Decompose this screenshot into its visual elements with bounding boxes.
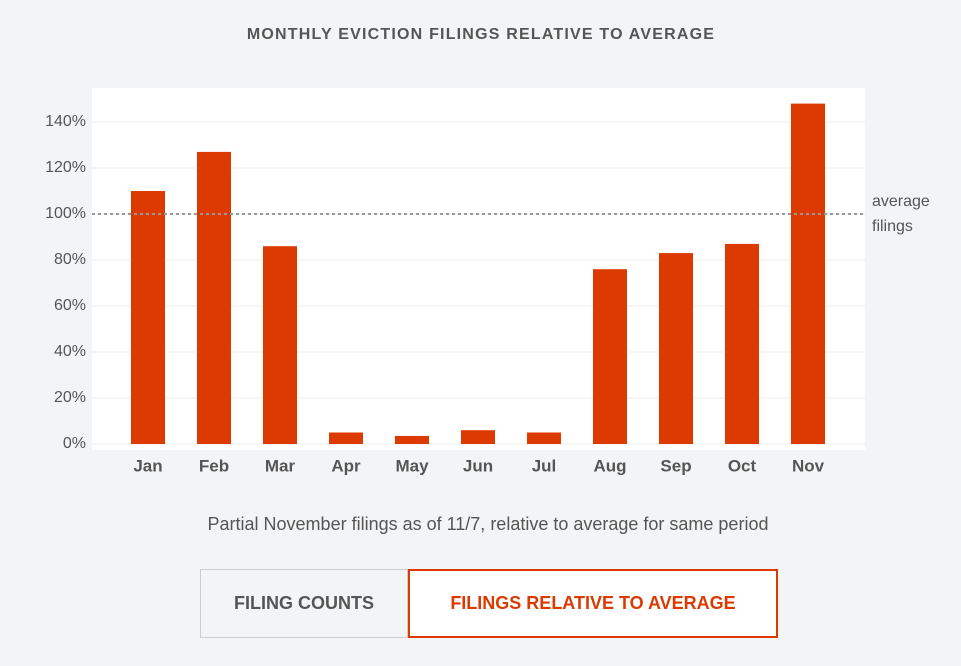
bar: [395, 435, 429, 444]
y-tick-label: 140%: [45, 113, 86, 130]
reference-label: filings: [872, 218, 913, 235]
x-tick-label: Apr: [331, 456, 361, 475]
toggle-button[interactable]: FILING COUNTS: [200, 569, 408, 638]
caption: Partial November filings as of 11/7, rel…: [208, 514, 769, 534]
y-tick-label: 0%: [63, 435, 86, 452]
bar: [659, 253, 693, 444]
y-tick-label: 80%: [54, 251, 86, 268]
x-tick-label: Nov: [792, 456, 825, 475]
bar: [197, 151, 231, 444]
chart: MONTHLY EVICTION FILINGS RELATIVE TO AVE…: [45, 26, 930, 534]
x-tick-label: Sep: [660, 456, 691, 475]
reference-label: average: [872, 193, 930, 210]
x-tick-label: Mar: [265, 456, 296, 475]
x-tick-label: May: [395, 456, 429, 475]
bar: [131, 191, 165, 444]
x-tick-label: Feb: [199, 456, 229, 475]
x-tick-label: Aug: [593, 456, 626, 475]
x-tick-label: Jun: [463, 456, 493, 475]
bar: [329, 432, 363, 444]
chart-title: MONTHLY EVICTION FILINGS RELATIVE TO AVE…: [247, 26, 715, 43]
bar: [725, 243, 759, 444]
y-tick-label: 60%: [54, 297, 86, 314]
y-tick-label: 120%: [45, 159, 86, 176]
bar: [791, 103, 825, 444]
y-tick-label: 20%: [54, 389, 86, 406]
bar: [461, 430, 495, 444]
bar: [593, 269, 627, 444]
x-tick-label: Jul: [532, 456, 557, 475]
x-tick-label: Oct: [728, 456, 757, 475]
bar: [263, 246, 297, 444]
y-tick-label: 40%: [54, 343, 86, 360]
x-tick-label: Jan: [133, 456, 162, 475]
toggle-button[interactable]: FILINGS RELATIVE TO AVERAGE: [408, 569, 778, 638]
bar: [527, 432, 561, 444]
y-tick-label: 100%: [45, 205, 86, 222]
